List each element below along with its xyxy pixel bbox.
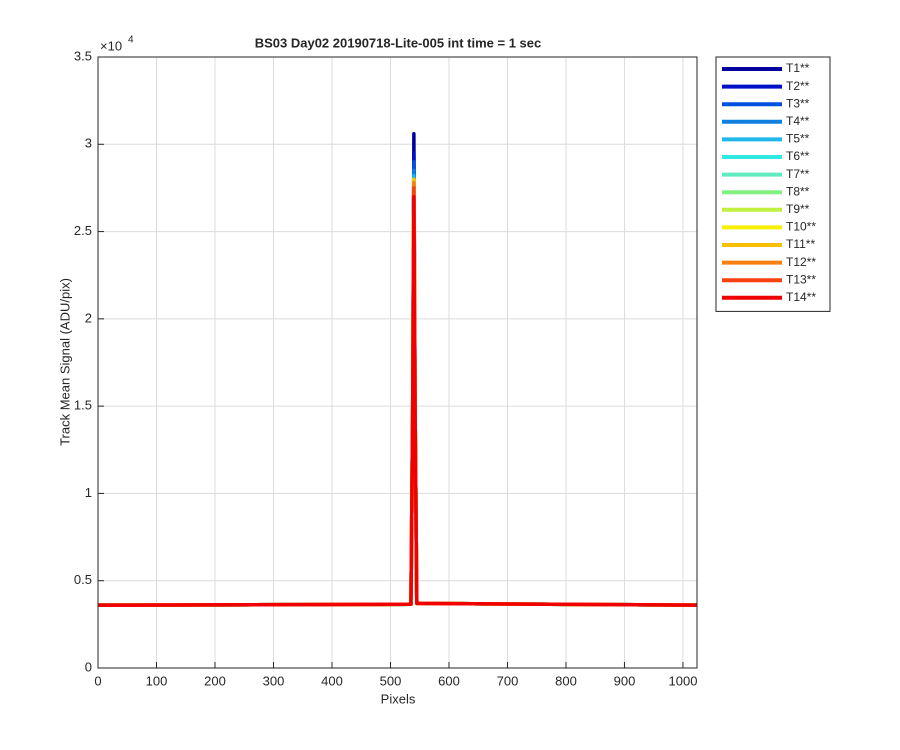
y-tick-label: 1.5 xyxy=(74,398,92,413)
chart-title: BS03 Day02 20190718-Lite-005 int time = … xyxy=(255,35,542,50)
series-line xyxy=(97,194,698,607)
legend-label: T8** xyxy=(786,184,810,198)
legend-label: T1** xyxy=(786,61,810,75)
x-tick-label: 200 xyxy=(204,673,226,688)
y-tick-label: 3.5 xyxy=(74,48,92,63)
y-tick-label: 3 xyxy=(85,136,92,151)
x-tick-label: 500 xyxy=(380,673,402,688)
y-tick-label: 1 xyxy=(85,485,92,500)
x-tick-label: 400 xyxy=(321,673,343,688)
x-tick-label: 900 xyxy=(614,673,636,688)
y-axis-label: Track Mean Signal (ADU/pix) xyxy=(57,278,72,446)
x-tick-label: 0 xyxy=(94,673,101,688)
legend-label: T3** xyxy=(786,96,810,110)
y-multiplier-exponent: 4 xyxy=(128,35,134,46)
x-tick-label: 300 xyxy=(263,673,285,688)
legend-label: T2** xyxy=(786,79,810,93)
legend-label: T11** xyxy=(786,237,815,251)
y-tick-label: 0.5 xyxy=(74,572,92,587)
legend-label: T12** xyxy=(786,255,816,269)
x-tick-label: 600 xyxy=(438,673,460,688)
x-tick-label: 800 xyxy=(555,673,577,688)
y-multiplier-base: ×10 xyxy=(100,38,122,53)
plot-frame xyxy=(97,56,698,669)
x-axis-label: Pixels xyxy=(381,691,416,706)
legend-box xyxy=(715,56,831,312)
y-tick-label: 2 xyxy=(85,310,92,325)
legend-label: T10** xyxy=(786,220,816,234)
y-tick-label: 2.5 xyxy=(74,223,92,238)
legend-label: T7** xyxy=(786,167,810,181)
x-tick-label: 100 xyxy=(146,673,168,688)
x-tick-label: 1000 xyxy=(669,673,698,688)
y-tick-label: 0 xyxy=(85,659,92,674)
legend-label: T14** xyxy=(786,290,816,304)
legend-label: T5** xyxy=(786,132,810,146)
legend-label: T4** xyxy=(786,114,810,128)
x-tick-label: 700 xyxy=(497,673,519,688)
legend-label: T13** xyxy=(786,272,816,286)
legend-label: T6** xyxy=(786,149,810,163)
legend-label: T9** xyxy=(786,202,810,216)
